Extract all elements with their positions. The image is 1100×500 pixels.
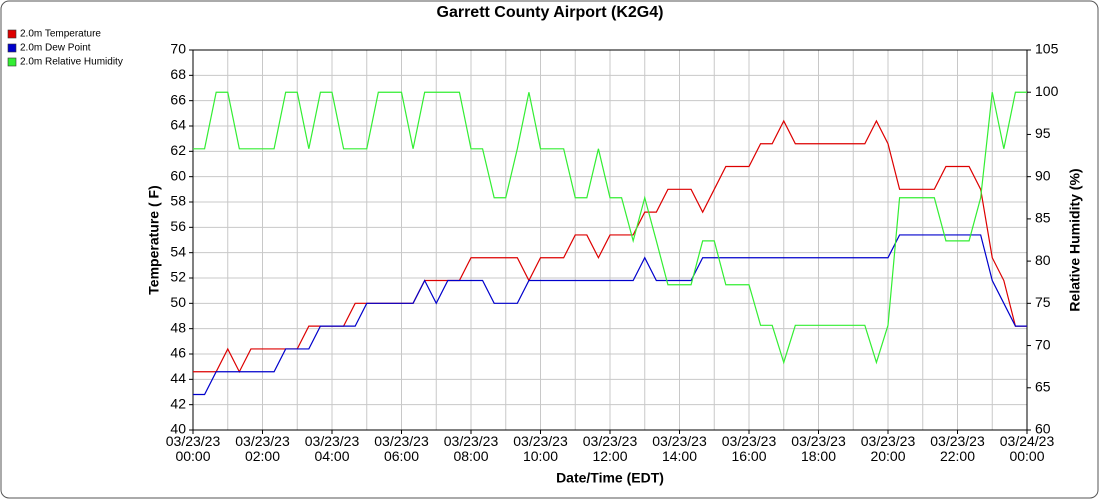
y2-tick-label: 65 [1035,378,1051,394]
y-tick-label: 50 [170,294,186,310]
legend-swatch [7,57,17,67]
x-tick-label: 03/24/23 00:00 [999,433,1055,464]
series-line [193,234,1027,396]
y-tick-label: 66 [170,91,186,107]
y-tick-label: 52 [170,269,186,285]
y2-tick-label: 100 [1035,83,1059,99]
y2-tick-label: 80 [1035,252,1051,268]
y2-tick-label: 105 [1035,41,1059,57]
plot-area [192,49,1028,431]
legend-label: 2.0m Relative Humidity [20,57,123,68]
y-tick-label: 54 [170,243,186,259]
legend-swatch [7,29,17,39]
y-tick-label: 68 [170,66,186,82]
x-tick-label: 03/23/23 14:00 [652,433,707,464]
y-tick-label: 48 [170,319,186,335]
y-tick-label: 44 [170,370,186,386]
x-tick-label: 03/23/23 04:00 [304,433,360,464]
x-tick-label: 03/23/23 20:00 [860,433,916,464]
y-tick-label: 40 [170,421,186,437]
y2-tick-label: 60 [1035,421,1051,437]
y2-axis-label: Relative Humidity (%) [1067,168,1083,311]
y2-tick-label: 85 [1035,210,1051,226]
y2-tick-label: 90 [1035,167,1051,183]
x-tick-label: 03/23/23 08:00 [443,433,499,464]
y-axis-label: Temperature ( F) [146,185,162,294]
x-tick-label: 03/23/23 16:00 [721,433,777,464]
y2-tick-label: 75 [1035,294,1051,310]
series-line [193,91,1027,365]
x-tick-label: 03/23/23 22:00 [930,433,985,464]
x-axis-label: Date/Time (EDT) [556,470,664,486]
x-tick-label: 03/23/23 00:00 [165,433,221,464]
y-tick-label: 56 [170,218,186,234]
x-tick-label: 03/23/23 10:00 [513,433,568,464]
legend-swatch [7,43,17,53]
x-tick-label: 03/23/23 06:00 [374,433,429,464]
y2-tick-label: 70 [1035,336,1051,352]
y2-tick-label: 95 [1035,125,1051,141]
y-tick-label: 46 [170,345,186,361]
y-tick-label: 64 [170,117,186,133]
x-tick-label: 03/23/23 12:00 [582,433,638,464]
legend-label: 2.0m Temperature [20,29,101,40]
y-tick-label: 42 [170,395,186,411]
chart-title: Garrett County Airport (K2G4) [437,4,664,21]
y-tick-label: 58 [170,193,186,209]
y-tick-label: 70 [170,41,186,57]
y-tick-label: 62 [170,142,186,158]
legend-label: 2.0m Dew Point [20,43,91,54]
x-tick-label: 03/23/23 02:00 [235,433,290,464]
x-tick-label: 03/23/23 18:00 [791,433,846,464]
y-tick-label: 60 [170,167,186,183]
